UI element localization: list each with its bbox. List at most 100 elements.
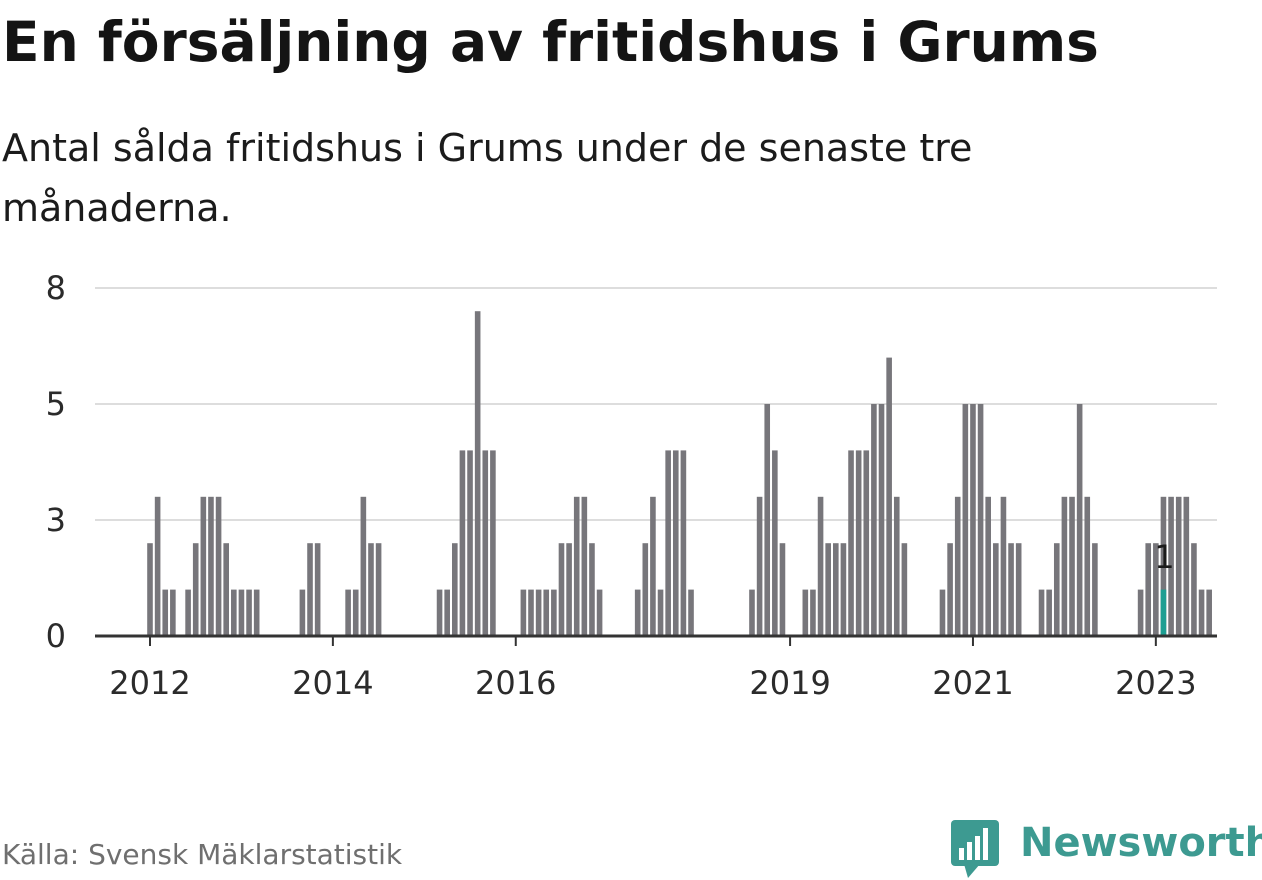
bar [657, 589, 664, 636]
bar [528, 589, 534, 636]
bar [1084, 496, 1091, 636]
bar [1061, 496, 1068, 636]
bar [208, 496, 214, 636]
bar [954, 496, 961, 636]
bar [566, 543, 572, 636]
x-tick-label: 2023 [1115, 664, 1196, 702]
bar [977, 404, 984, 636]
bar [223, 543, 229, 636]
y-tick-label: 5 [46, 385, 66, 423]
bar [490, 450, 496, 636]
bar [840, 543, 847, 636]
bar [520, 589, 527, 636]
bar [1198, 589, 1205, 636]
bar [360, 496, 367, 636]
bar [1191, 543, 1197, 636]
bar [871, 404, 877, 636]
bar [993, 543, 999, 636]
bar [581, 496, 588, 636]
bar [825, 543, 831, 636]
bar [589, 543, 595, 636]
bar [314, 543, 321, 636]
bar [535, 589, 542, 636]
bar [680, 450, 687, 636]
y-tick-label: 8 [46, 269, 66, 307]
bar [1145, 543, 1152, 636]
bar-chart-speech-bubble-icon [951, 820, 999, 878]
bar [1206, 589, 1212, 636]
bar [672, 450, 679, 636]
bar [810, 589, 816, 636]
x-tick-label: 2014 [292, 664, 373, 702]
bar [1153, 543, 1159, 636]
bar [482, 450, 489, 636]
bar [474, 311, 481, 636]
bar [1015, 543, 1022, 636]
highlight-bar [1160, 589, 1167, 636]
brand-logo: Newsworthy [950, 818, 1262, 880]
bar [467, 450, 473, 636]
bar [802, 589, 809, 636]
bar [817, 496, 824, 636]
x-axis-ticks: 2012 2014 2016 2019 2021 2023 [109, 636, 1197, 702]
bar [901, 543, 908, 636]
bar [573, 496, 580, 636]
bar [200, 496, 207, 636]
y-tick-label: 3 [46, 501, 66, 539]
bar [215, 496, 222, 636]
bar [1076, 404, 1083, 636]
bar [688, 589, 694, 636]
bar [1137, 589, 1144, 636]
bar [1168, 496, 1174, 636]
bar [352, 589, 359, 636]
bar [1046, 589, 1052, 636]
bar [642, 543, 649, 636]
bar [878, 404, 885, 636]
bar [231, 589, 237, 636]
bar [596, 589, 603, 636]
bars [147, 311, 1212, 636]
chart-subtitle: Antal sålda fritidshus i Grums under de … [2, 126, 973, 230]
bar [1069, 496, 1075, 636]
bar [650, 496, 656, 636]
bar [1053, 543, 1060, 636]
bar [833, 543, 839, 636]
bar [1038, 589, 1045, 636]
bar [1183, 496, 1190, 636]
bar [170, 589, 176, 636]
bar [444, 589, 450, 636]
grid-layer [95, 287, 1217, 521]
bar [185, 589, 191, 636]
x-tick-label: 2012 [109, 664, 190, 702]
bar [665, 450, 671, 636]
bar [1175, 496, 1182, 636]
bar [962, 404, 969, 636]
data-label: 1 [1154, 538, 1174, 576]
bar [863, 450, 870, 636]
y-tick-label: 0 [46, 617, 66, 655]
x-tick-label: 2021 [932, 664, 1013, 702]
bar [756, 496, 763, 636]
bar [985, 496, 991, 636]
bar [947, 543, 953, 636]
bar [253, 589, 260, 636]
bar [970, 404, 976, 636]
x-tick-label: 2016 [475, 664, 556, 702]
bar [375, 543, 382, 636]
bar [749, 589, 755, 636]
bar [459, 450, 466, 636]
bar [154, 496, 161, 636]
bar [162, 589, 169, 636]
bar [893, 496, 900, 636]
x-tick-label: 2019 [749, 664, 830, 702]
bar [551, 589, 557, 636]
bar [368, 543, 374, 636]
source-note: Källa: Svensk Mäklarstatistik [2, 838, 403, 871]
bar [848, 450, 854, 636]
bar [307, 543, 313, 636]
bar [1000, 496, 1007, 636]
bar [1008, 543, 1014, 636]
brand-name: Newsworthy [1020, 820, 1262, 866]
bar [1092, 543, 1098, 636]
bar [634, 589, 641, 636]
